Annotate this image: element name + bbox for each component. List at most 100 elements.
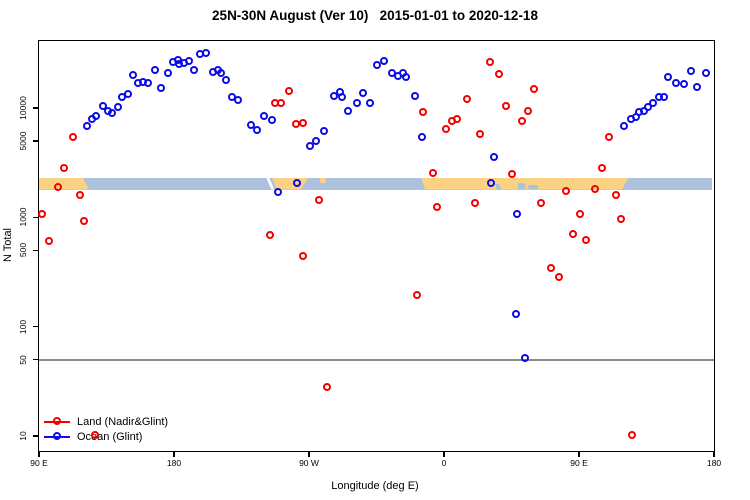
data-point-ocean [513,209,522,218]
x-tick [173,452,175,457]
data-point-ocean [487,179,496,188]
data-point-land [266,231,275,240]
map-band-segment-ocean [495,183,502,190]
data-point-ocean [521,354,530,363]
data-point-land [524,107,533,116]
x-tick-label: 180 [166,458,182,468]
data-point-land [502,102,511,111]
data-point-ocean [190,66,199,75]
data-point-ocean [253,126,262,135]
map-band-ocean-base [39,178,713,190]
map-band-segment-land [320,178,326,184]
data-point-ocean [247,121,256,130]
data-point-land [495,70,504,79]
data-point-land [285,87,294,96]
y-tick [32,435,38,437]
data-point-land [54,183,63,192]
data-point-ocean [680,80,689,89]
data-point-land [277,99,286,108]
map-band-segment-ocean [517,183,526,190]
x-tick [578,452,580,457]
data-point-ocean [338,93,347,102]
data-point-ocean [664,73,673,82]
x-tick [713,452,715,457]
data-point-land [530,85,539,94]
data-point-ocean [380,57,389,66]
data-point-ocean [157,84,166,93]
data-point-ocean [490,153,499,162]
data-point-land [476,130,485,139]
data-point-land [76,191,85,200]
data-point-ocean [402,73,411,82]
data-point-land [605,133,614,142]
data-point-land [429,169,438,178]
map-band-segment-gap [266,178,275,190]
y-axis-title: N Total [2,227,14,263]
data-point-land [486,58,495,67]
data-point-ocean [274,188,283,197]
x-tick [308,452,310,457]
y-tick [32,325,38,328]
data-point-land [80,217,89,226]
data-point-land [562,187,571,196]
legend-label: Ocean (Glint) [77,431,143,443]
data-point-ocean [687,67,696,76]
x-tick [443,452,445,457]
data-point-ocean [672,79,681,88]
data-point-ocean [418,133,427,142]
data-point-land [518,117,527,126]
x-tick-label: 90 W [299,458,319,468]
data-point-land [547,264,556,273]
data-point-ocean [164,69,173,78]
data-point-ocean [640,107,649,116]
legend-label: Land (Nadir&Glint) [77,416,169,428]
data-point-land [433,203,442,212]
data-point-land [453,115,462,124]
data-point-land [413,291,422,300]
data-point-ocean [693,83,702,92]
data-point-ocean [411,92,420,101]
y-tick-label: 10 [18,431,28,441]
y-tick [32,216,38,219]
data-point-land [628,431,637,440]
data-point-ocean [512,310,521,319]
data-point-land [91,431,100,440]
data-point-land [555,273,564,282]
data-point-land [582,236,591,245]
data-point-ocean [293,179,302,188]
data-point-land [463,95,472,104]
map-band-segment-land [271,178,308,190]
data-point-ocean [108,109,117,118]
data-point-land [617,215,626,224]
y-tick [32,358,38,361]
x-tick-label: 90 E [570,458,588,468]
x-tick-label: 180 [706,458,722,468]
data-point-ocean [359,89,368,98]
data-point-ocean [330,92,339,101]
data-point-ocean [202,49,211,58]
data-point-ocean [320,127,329,136]
data-point-land [442,125,451,134]
data-point-land [576,209,585,218]
legend-marker [52,432,61,441]
data-point-land [299,119,308,128]
data-point-land [69,133,78,142]
data-point-land [60,164,69,173]
chart-title: 25N-30N August (Ver 10) 2015-01-01 to 20… [212,8,538,23]
x-tick-label: 90 E [30,458,48,468]
data-point-ocean [366,99,375,108]
map-band-segment-land [38,178,89,190]
reference-line-50 [39,358,714,361]
x-axis-title: Longitude (deg E) [331,480,419,492]
data-point-ocean [151,66,160,75]
data-point-land [569,230,578,239]
data-point-ocean [373,61,382,70]
data-point-ocean [129,71,138,80]
data-point-ocean [260,112,269,121]
data-point-ocean [124,90,133,99]
y-tick-label: 1000 [18,207,28,227]
legend-marker [52,417,61,426]
data-point-ocean [344,107,353,116]
